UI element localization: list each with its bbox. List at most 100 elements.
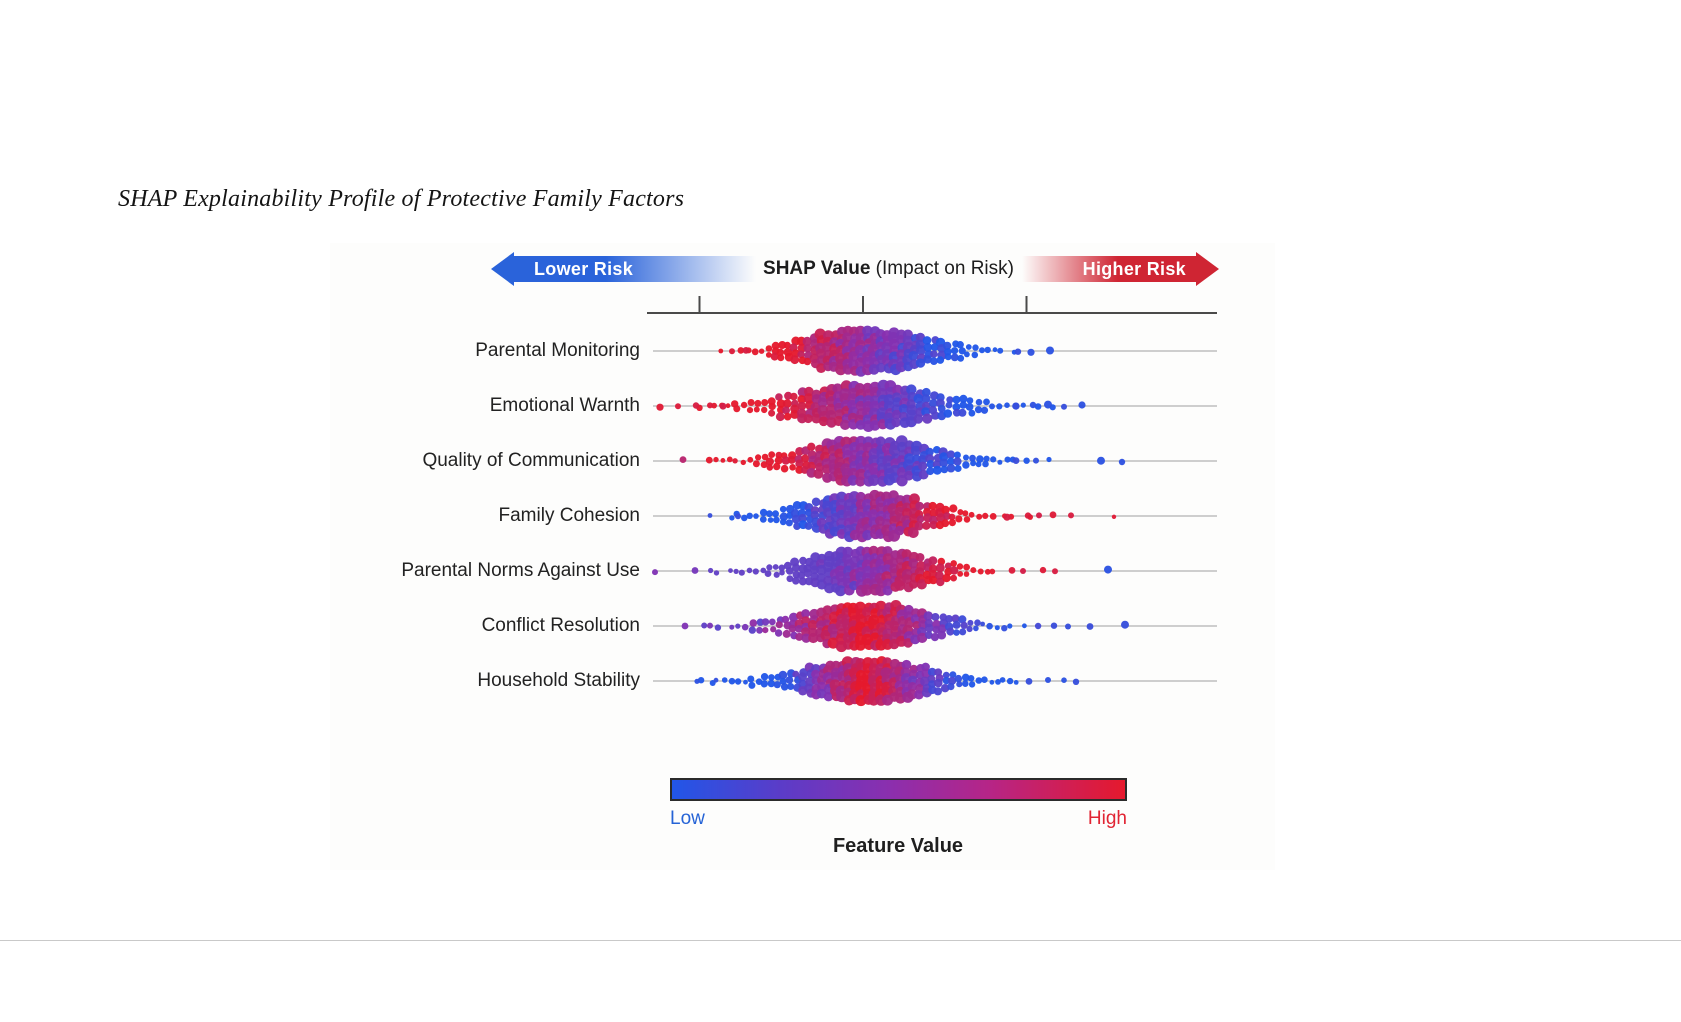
shap-dot — [751, 348, 759, 356]
shap-dot — [943, 409, 953, 418]
shap-dot — [792, 563, 801, 572]
shap-dot — [956, 341, 964, 349]
shap-dot — [753, 406, 760, 413]
shap-dot — [923, 611, 933, 621]
shap-dot — [1118, 458, 1126, 466]
shap-dot — [895, 361, 907, 373]
shap-dot — [952, 395, 961, 404]
shap-dot — [810, 510, 820, 520]
shap-dot — [928, 556, 938, 565]
shap-dot — [943, 341, 952, 351]
shap-dot — [826, 410, 836, 420]
shap-dot — [779, 518, 787, 526]
shap-dot — [968, 511, 975, 518]
shap-dot — [767, 679, 775, 688]
shap-dot — [811, 497, 821, 507]
shap-dot — [935, 571, 944, 580]
shap-dot — [970, 567, 977, 574]
shap-dot — [967, 619, 974, 626]
shap-dot — [817, 397, 828, 408]
shap-dot — [747, 456, 754, 463]
shap-dot — [725, 403, 731, 409]
shap-dot — [780, 464, 789, 473]
shap-dot — [942, 573, 951, 583]
shap-dot — [752, 568, 759, 575]
shap-dot — [787, 683, 795, 690]
shap-dot — [808, 632, 819, 644]
shap-dot — [989, 513, 997, 520]
shap-dot — [997, 459, 1003, 465]
shap-dot — [734, 678, 742, 685]
shap-dot — [840, 419, 851, 430]
shap-dot — [797, 401, 807, 411]
shap-dot — [954, 465, 962, 472]
shap-dot — [975, 461, 982, 468]
shap-dot — [917, 632, 928, 643]
shap-dot — [976, 513, 983, 520]
shap-dot — [948, 676, 957, 685]
shap-dot — [990, 456, 997, 463]
shap-dot — [983, 398, 990, 406]
shap-dot — [975, 677, 983, 684]
shap-dot — [927, 667, 937, 677]
shap-dot — [1034, 622, 1042, 630]
shap-dot — [1046, 346, 1054, 355]
shap-dot — [713, 677, 719, 683]
shap-dot — [761, 399, 769, 406]
shap-dot — [957, 354, 965, 362]
shap-dot — [1012, 457, 1020, 464]
shap-dot — [948, 519, 957, 527]
shap-dot — [922, 413, 933, 424]
shap-dot — [945, 615, 953, 623]
shap-dot — [746, 512, 753, 519]
shap-dot — [962, 510, 969, 517]
shap-dot — [729, 348, 735, 355]
shap-dot — [958, 408, 967, 417]
shap-dot — [950, 353, 959, 362]
feature-label-parental-norms-against-use: Parental Norms Against Use — [401, 560, 640, 581]
shap-dot — [953, 629, 960, 636]
shap-dot — [820, 629, 832, 641]
colorbar-low-label: Low — [670, 808, 705, 829]
shap-dot — [735, 623, 741, 629]
page-title: SHAP Explainability Profile of Protectiv… — [118, 186, 685, 212]
higher-risk-arrow: Higher Risk — [1022, 252, 1219, 286]
shap-dot — [922, 336, 932, 345]
shap-dot — [1034, 403, 1042, 410]
left-arrowhead-icon — [491, 252, 514, 286]
shap-dot — [974, 406, 983, 414]
shap-dot — [967, 675, 975, 682]
shap-dot — [742, 347, 750, 354]
shap-dot — [939, 452, 949, 462]
shap-dot — [1097, 456, 1105, 465]
shap-dot — [1020, 568, 1026, 574]
shap-dot — [728, 677, 736, 685]
shap-dot — [790, 355, 800, 365]
shap-dot — [1104, 565, 1112, 574]
shap-dot — [740, 459, 746, 466]
shap-dot — [721, 677, 728, 683]
shap-dot — [962, 680, 969, 687]
shap-dot — [768, 451, 776, 458]
shap-dot — [707, 513, 713, 518]
shap-dot — [999, 677, 1006, 683]
shap-dot — [952, 403, 961, 412]
shap-dot — [790, 409, 800, 419]
shap-dot — [875, 585, 887, 597]
shap-dot — [771, 341, 780, 350]
shap-dot — [804, 522, 813, 530]
shap-dot — [772, 564, 779, 570]
shap-dot — [754, 399, 762, 407]
shap-dot — [776, 399, 786, 408]
shap-dot — [783, 412, 792, 421]
shap-dot — [992, 347, 998, 353]
shap-dot — [916, 345, 926, 356]
feature-label-household-stability: Household Stability — [477, 670, 640, 691]
shap-dot — [981, 676, 988, 683]
shap-dot — [691, 567, 699, 574]
shap-dot — [994, 625, 1000, 631]
shap-dot — [933, 687, 943, 696]
shap-dot — [728, 568, 733, 573]
shap-dot — [1111, 514, 1117, 519]
shap-dot — [898, 404, 909, 414]
